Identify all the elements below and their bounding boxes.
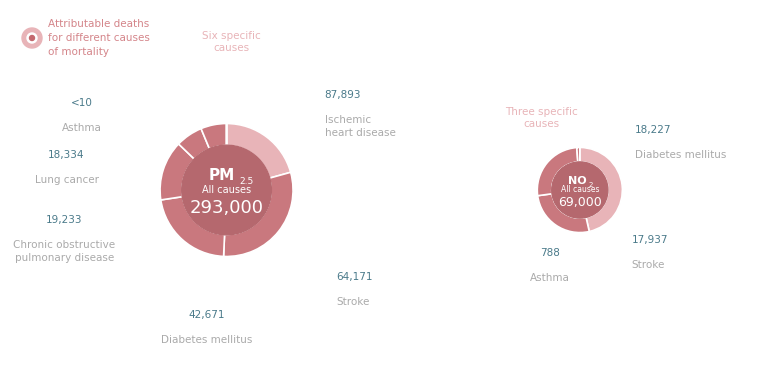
Wedge shape xyxy=(223,172,293,256)
Wedge shape xyxy=(201,124,227,149)
Text: Three specific
causes: Three specific causes xyxy=(505,107,578,130)
Text: 2: 2 xyxy=(588,182,593,187)
Text: PM: PM xyxy=(208,168,235,184)
Text: 18,227: 18,227 xyxy=(635,125,671,135)
Text: Attributable deaths
for different causes
of mortality: Attributable deaths for different causes… xyxy=(48,19,150,57)
Text: Ischemic
heart disease: Ischemic heart disease xyxy=(325,115,396,138)
Wedge shape xyxy=(538,147,578,196)
Text: 17,937: 17,937 xyxy=(632,235,668,245)
Text: <10: <10 xyxy=(71,98,92,108)
Text: 18,334: 18,334 xyxy=(48,150,84,160)
Circle shape xyxy=(27,33,37,43)
Text: Six specific
causes: Six specific causes xyxy=(202,31,261,54)
Text: 42,671: 42,671 xyxy=(188,310,225,320)
Circle shape xyxy=(551,162,608,218)
Text: Diabetes mellitus: Diabetes mellitus xyxy=(635,150,727,160)
Text: Diabetes mellitus: Diabetes mellitus xyxy=(161,335,252,345)
Text: 2.5: 2.5 xyxy=(240,177,253,187)
Text: Chronic obstructive
pulmonary disease: Chronic obstructive pulmonary disease xyxy=(14,240,116,263)
Text: Stroke: Stroke xyxy=(336,297,370,307)
Text: 293,000: 293,000 xyxy=(190,199,263,217)
Wedge shape xyxy=(580,147,622,231)
Circle shape xyxy=(182,146,271,234)
Text: NO: NO xyxy=(568,176,586,186)
Wedge shape xyxy=(538,194,589,233)
Text: Asthma: Asthma xyxy=(61,123,101,133)
Wedge shape xyxy=(160,144,194,200)
Wedge shape xyxy=(577,147,580,162)
Text: 19,233: 19,233 xyxy=(46,215,83,225)
Text: All causes: All causes xyxy=(561,185,599,195)
Text: 64,171: 64,171 xyxy=(336,272,373,282)
Text: Asthma: Asthma xyxy=(530,273,570,283)
Text: Lung cancer: Lung cancer xyxy=(35,175,98,185)
Text: 69,000: 69,000 xyxy=(558,195,601,209)
Circle shape xyxy=(551,162,608,218)
Circle shape xyxy=(182,145,271,235)
Text: 788: 788 xyxy=(540,248,560,258)
Wedge shape xyxy=(179,128,210,159)
Wedge shape xyxy=(161,196,224,256)
Wedge shape xyxy=(227,124,290,178)
Circle shape xyxy=(29,35,35,41)
Circle shape xyxy=(22,28,42,48)
Text: Stroke: Stroke xyxy=(632,260,665,270)
Text: All causes: All causes xyxy=(202,185,251,195)
Text: 87,893: 87,893 xyxy=(325,90,361,100)
